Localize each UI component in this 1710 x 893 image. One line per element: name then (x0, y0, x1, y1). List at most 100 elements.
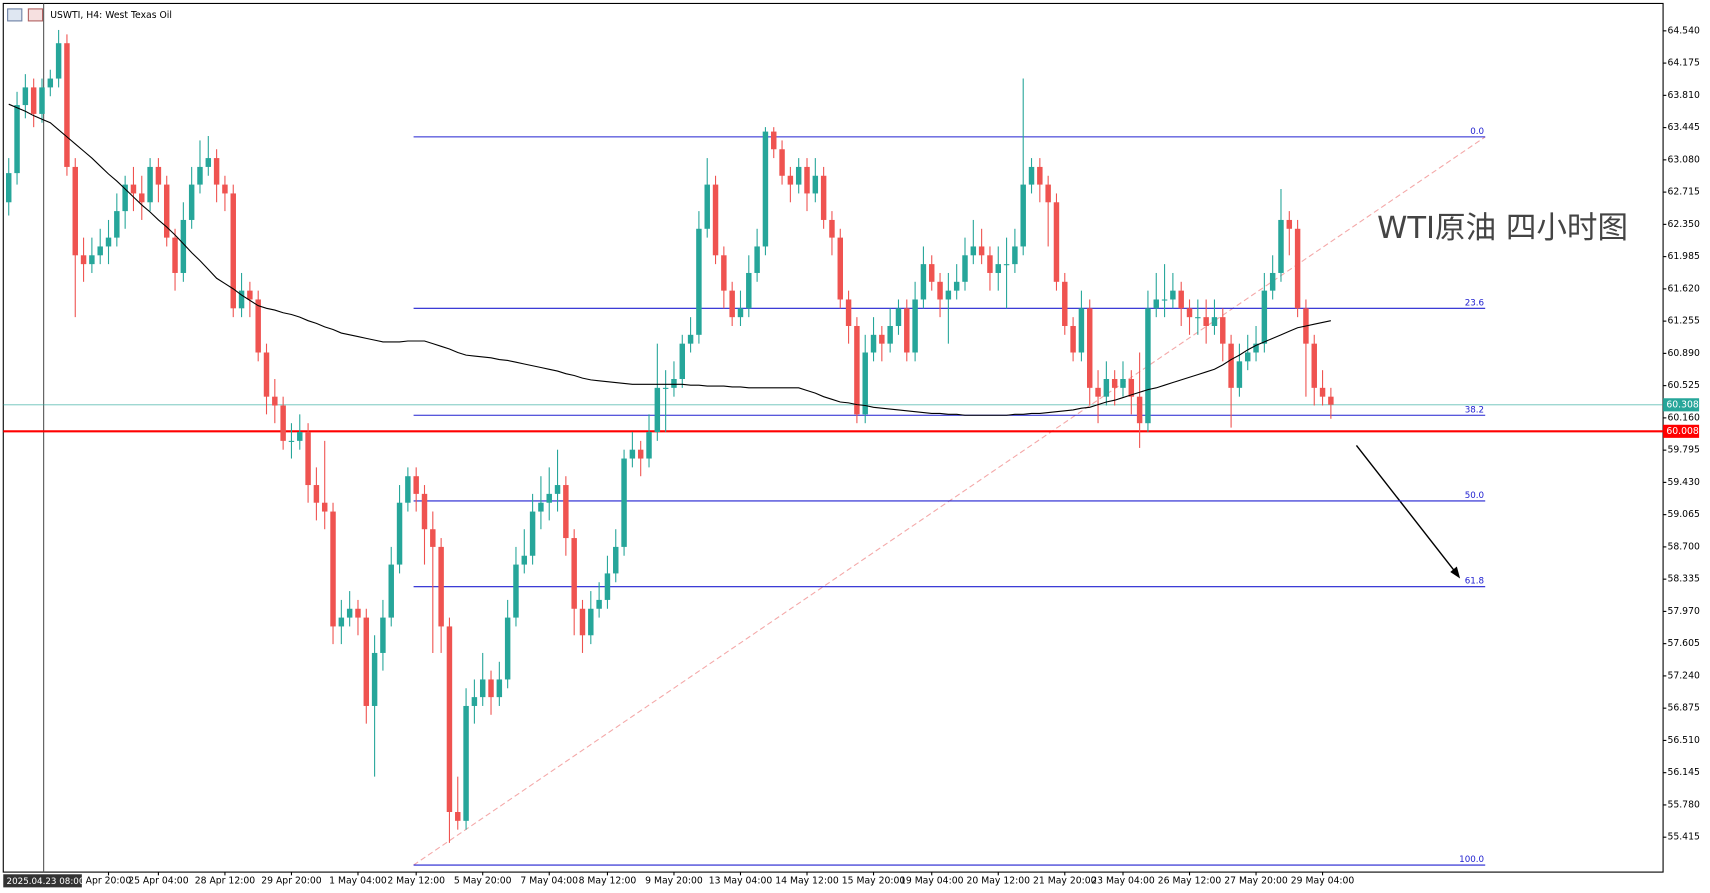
candle-body (1261, 290, 1268, 344)
candle-body (1236, 361, 1243, 388)
candle-body (380, 617, 386, 653)
candle-body (521, 555, 528, 565)
candle-body (1161, 299, 1168, 301)
candle-body (654, 387, 661, 433)
candle-body (30, 87, 37, 114)
x-tick-label: 29 Apr 20:00 (261, 875, 322, 886)
candle-body (1095, 387, 1101, 397)
candle-body (97, 246, 103, 256)
candle-body (89, 255, 95, 265)
candle-body (180, 219, 187, 273)
y-tick-label: 57.970 (1667, 606, 1700, 617)
price-tag (1663, 424, 1700, 438)
candle-body (712, 184, 719, 256)
candle-body (288, 440, 295, 442)
candle-body (1319, 387, 1326, 397)
candle-body (488, 679, 494, 698)
candle-body (554, 485, 561, 494)
candle-body (255, 299, 261, 353)
crosshair-box (3, 874, 82, 888)
candle-body (604, 573, 611, 600)
candle-body (962, 255, 968, 282)
y-tick-label: 64.175 (1667, 58, 1700, 69)
candle-body (721, 255, 727, 291)
candle-body (72, 166, 78, 256)
y-tick-label: 59.065 (1667, 509, 1700, 520)
candle-body (1145, 308, 1151, 424)
fib-label: 50.0 (1465, 491, 1484, 501)
y-tick-label: 64.540 (1667, 25, 1700, 36)
candle-body (321, 502, 328, 512)
candle-body (114, 211, 120, 238)
candle-body (953, 281, 960, 291)
x-tick-label: 25 Apr 04:00 (128, 875, 189, 886)
candle-body (771, 131, 777, 150)
y-tick-label: 58.335 (1667, 574, 1700, 585)
y-tick-label: 60.890 (1667, 348, 1700, 359)
candle-body (1012, 246, 1018, 265)
fib-label: 61.8 (1465, 577, 1484, 587)
candle-body (579, 608, 586, 636)
candle-body (546, 493, 552, 503)
candle-body (845, 299, 852, 326)
candle-body (621, 458, 627, 547)
y-tick-label: 56.875 (1667, 703, 1700, 714)
candle-body (795, 166, 802, 185)
y-tick-label: 59.795 (1667, 445, 1700, 456)
candle-body (1286, 219, 1293, 229)
candle-body (1328, 396, 1334, 405)
candle-body (55, 43, 62, 79)
y-tick-label: 56.145 (1667, 767, 1700, 778)
candle-body (887, 325, 893, 344)
candle-body (1078, 308, 1085, 353)
y-tick-label: 62.350 (1667, 219, 1700, 230)
y-tick-label: 63.445 (1667, 122, 1700, 133)
candle-body (804, 166, 810, 194)
candle-body (754, 246, 760, 273)
candle-body (1053, 202, 1060, 282)
candle-body (197, 166, 203, 185)
candle-body (1087, 308, 1093, 388)
candle-body (1228, 343, 1234, 388)
candle-body (1178, 290, 1184, 309)
candle-body (920, 264, 927, 300)
candle-body (746, 272, 752, 309)
candle-body (396, 502, 403, 565)
icon[interactable] (27, 8, 44, 22)
candle-body (596, 599, 602, 609)
candle-body (538, 502, 544, 512)
candle-body (213, 158, 220, 185)
y-tick-label: 58.700 (1667, 541, 1700, 552)
x-tick-label: 1 May 04:00 (329, 875, 387, 886)
x-tick-label: 21 May 20:00 (1033, 875, 1097, 886)
y-tick-label: 56.510 (1667, 735, 1700, 746)
candle-body (945, 290, 952, 300)
candle-body (355, 608, 361, 618)
candle-body (47, 78, 54, 88)
y-tick-label: 57.605 (1667, 638, 1700, 649)
candle-body (371, 652, 378, 706)
candle-body (629, 449, 636, 459)
x-tick-label: 20 May 12:00 (966, 875, 1030, 886)
candle-body (471, 697, 478, 706)
candle-body (1062, 281, 1068, 326)
candle-body (504, 617, 511, 680)
arrow (1355, 444, 1459, 576)
candle-body (895, 308, 902, 326)
candle-body (330, 511, 336, 627)
candle-body (388, 564, 394, 618)
candle-body (729, 290, 735, 318)
candle-body (1195, 317, 1201, 319)
candle-body (479, 679, 486, 698)
x-tick-label: 9 May 20:00 (645, 875, 703, 886)
candle-body (687, 334, 694, 344)
candle-body (829, 219, 835, 238)
icon[interactable] (7, 8, 23, 22)
candle-body (297, 432, 303, 441)
y-tick-label: 61.620 (1667, 283, 1700, 294)
candle-body (122, 184, 128, 212)
x-tick-label: 29 May 04:00 (1291, 875, 1355, 886)
candle-body (696, 228, 702, 335)
candle-body (904, 308, 910, 353)
